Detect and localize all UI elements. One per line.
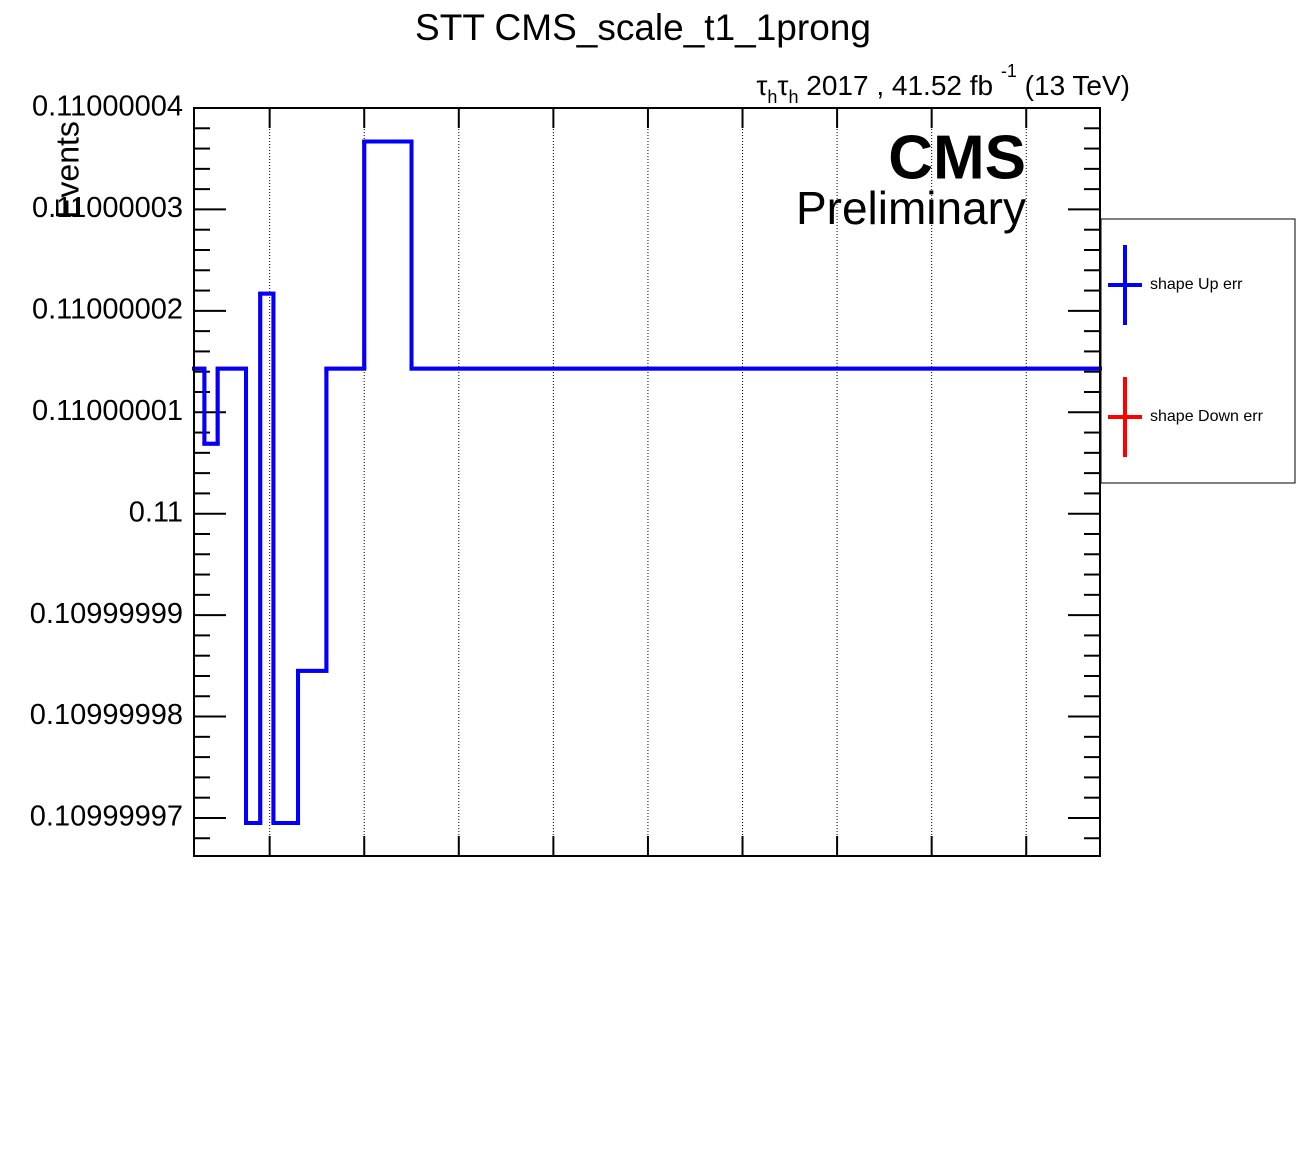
lumi-part: τ (756, 70, 767, 101)
legend-box (1100, 218, 1296, 484)
lumi-part: 2017 , 41.52 fb (799, 70, 1001, 101)
y-tick-label: 0.10999998 (30, 699, 183, 731)
plot-frame (193, 107, 1101, 857)
lumi-part: (13 TeV) (1017, 70, 1130, 101)
lumi-part: τ (777, 70, 788, 101)
y-axis-label: Events (49, 121, 85, 219)
lumi-part: -1 (1001, 61, 1017, 81)
lumi-label: τhτh 2017 , 41.52 fb -1 (13 TeV) (756, 61, 1130, 107)
legend-label: shape Down err (1150, 408, 1264, 425)
y-tick-label: 0.11000004 (32, 91, 183, 123)
legend-label: shape Up err (1150, 276, 1243, 293)
cms-label: CMS (888, 123, 1026, 192)
y-tick-label: 0.11000003 (32, 192, 183, 224)
y-tick-label: 0.11 (129, 496, 183, 528)
chart-title: STT CMS_scale_t1_1prong (415, 7, 871, 48)
y-tick-label: 0.10999999 (30, 598, 183, 630)
y-tick-label: 0.11000002 (32, 294, 183, 326)
lumi-part: h (767, 87, 777, 107)
lumi-part: h (788, 87, 798, 107)
cms-sublabel: Preliminary (796, 182, 1026, 234)
y-tick-label: 0.11000001 (32, 395, 183, 427)
y-tick-label: 0.10999997 (30, 801, 183, 833)
